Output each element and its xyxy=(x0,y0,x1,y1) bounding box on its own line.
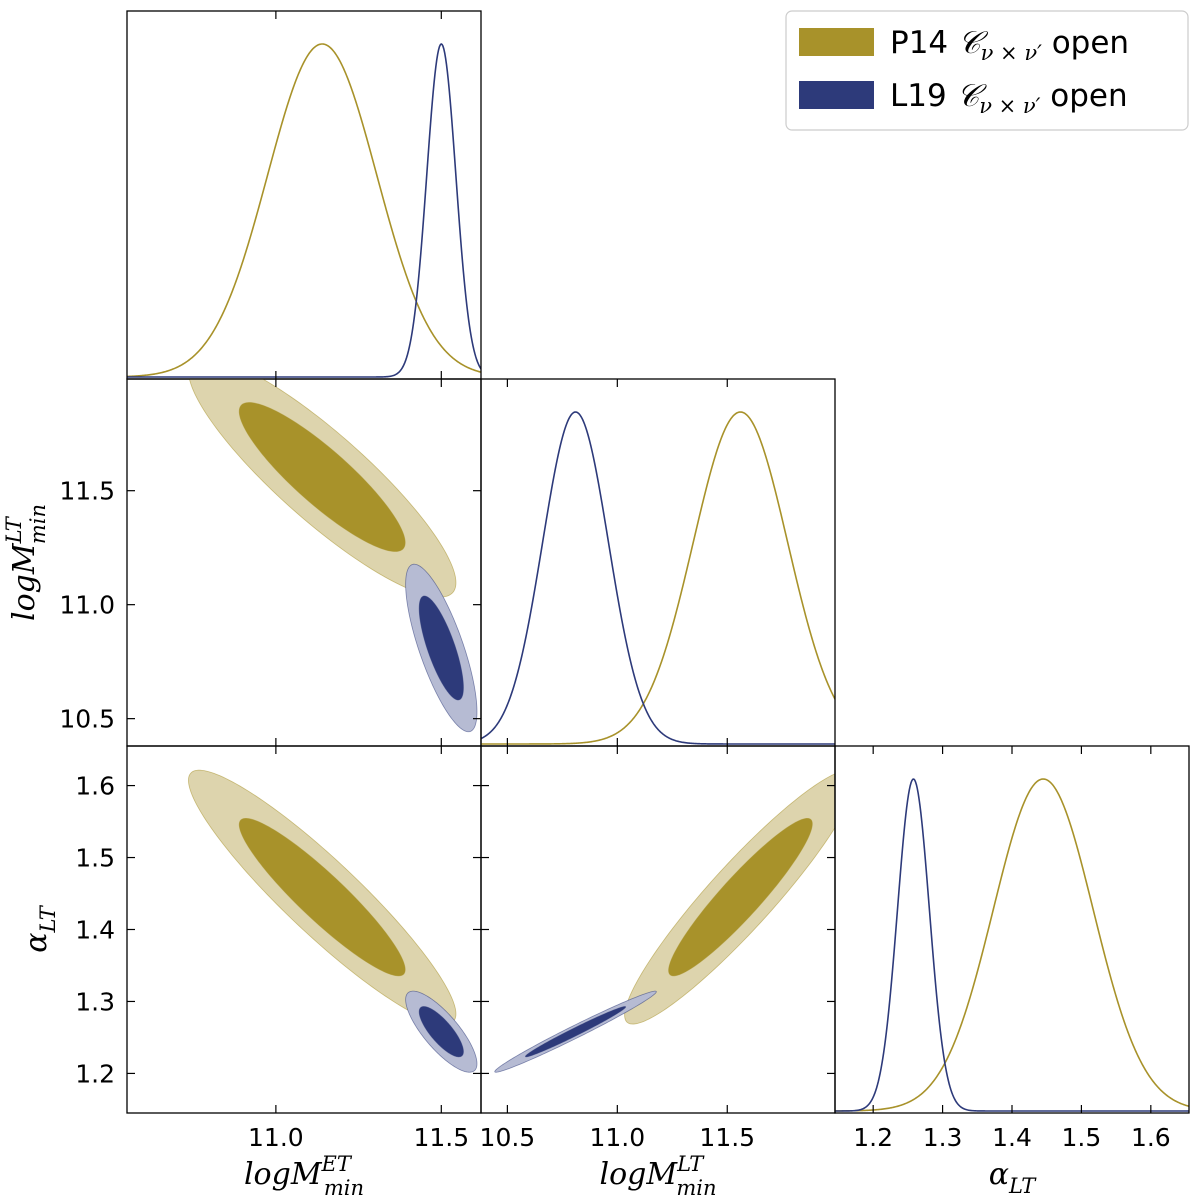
marginal-curve-l19 xyxy=(835,778,1189,1112)
x-tick-label: 10.5 xyxy=(480,1123,536,1152)
x-axis-label-logM-ET: logMET min xyxy=(244,1152,364,1200)
panel-0-0 xyxy=(126,10,482,380)
panel-content xyxy=(127,43,481,378)
panel-1-0 xyxy=(126,378,482,747)
panel-content xyxy=(188,769,478,1073)
panel-1-1 xyxy=(480,378,836,747)
y-tick-label: 1.4 xyxy=(75,916,115,945)
x-tick-label: 1.4 xyxy=(992,1123,1032,1152)
x-tick-label: 11.0 xyxy=(589,1123,645,1152)
x-axis-label-alpha-LT: αLT xyxy=(989,1157,1037,1198)
x-tick-label: 11.0 xyxy=(248,1123,304,1152)
panels xyxy=(126,10,1190,1114)
x-tick-label: 1.5 xyxy=(1062,1123,1102,1152)
legend-swatch-p14 xyxy=(799,28,874,56)
x-tick-label: 11.5 xyxy=(699,1123,755,1152)
panel-content xyxy=(189,379,478,733)
axis-labels: 10.5 11.0 11.5 11.0 11.5 1.2 1.3 1.4 1.5 1.6 10.5 1… xyxy=(2,477,1171,1200)
legend: P14 𝒞ν × ν′ open L19 𝒞ν × ν′ open xyxy=(785,10,1189,131)
panel-content xyxy=(481,411,835,745)
y-tick-label: 1.3 xyxy=(75,987,115,1016)
contour-68-l19 xyxy=(418,1006,464,1058)
panel-frame xyxy=(126,10,482,380)
marginal-curve-p14 xyxy=(481,411,835,745)
marginal-curve-l19 xyxy=(481,411,835,745)
legend-swatch-l19 xyxy=(799,81,874,109)
x-tick-label: 11.5 xyxy=(413,1123,469,1152)
panel-frame xyxy=(480,378,836,747)
y-axis-label-alpha-LT: αLT xyxy=(19,904,60,952)
y-tick-label: 10.5 xyxy=(59,705,115,734)
contour-68-l19 xyxy=(418,595,464,701)
y-tick-label: 1.6 xyxy=(75,772,115,801)
y-axis-label-logM-LT: logMLTmin xyxy=(2,504,50,621)
y-tick-label: 11.5 xyxy=(59,477,115,506)
legend-frame xyxy=(785,10,1189,131)
contour-68-p14 xyxy=(668,817,813,977)
y-tick-label: 11.0 xyxy=(59,591,115,620)
legend-label-l19: L19 𝒞ν × ν′ open xyxy=(890,78,1128,118)
x-tick-label: 1.6 xyxy=(1131,1123,1171,1152)
panel-2-1 xyxy=(480,745,836,1114)
panel-2-0 xyxy=(126,745,482,1114)
panel-frame xyxy=(834,745,1190,1114)
panel-content xyxy=(494,773,835,1073)
contour-68-p14 xyxy=(238,817,406,977)
y-tick-label: 1.5 xyxy=(75,844,115,873)
marginal-curve-p14 xyxy=(835,778,1189,1112)
x-tick-label: 1.2 xyxy=(853,1123,893,1152)
contour-68-l19 xyxy=(524,1006,627,1058)
marginal-curve-p14 xyxy=(127,43,481,378)
panel-2-2 xyxy=(834,745,1190,1114)
panel-content xyxy=(835,778,1189,1112)
y-tick-label: 1.2 xyxy=(75,1059,115,1088)
x-tick-label: 1.3 xyxy=(923,1123,963,1152)
x-axis-label-logM-LT: logMLT min xyxy=(600,1152,717,1200)
legend-label-p14: P14 𝒞ν × ν′ open xyxy=(890,25,1129,65)
contour-68-p14 xyxy=(238,402,406,552)
marginal-curve-l19 xyxy=(127,43,481,378)
